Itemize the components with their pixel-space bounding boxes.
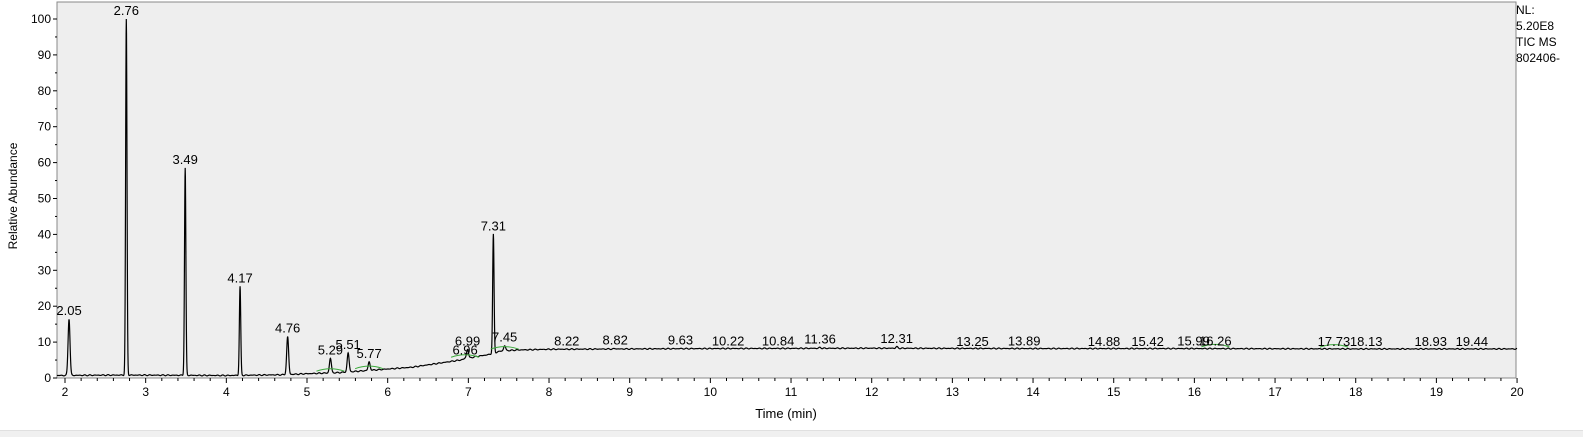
integration-mark [1201, 343, 1230, 348]
x-tick-label: 19 [1430, 385, 1444, 399]
x-tick-label: 9 [626, 385, 633, 399]
file-name: 802406- [1516, 51, 1561, 65]
nl-label: NL: [1516, 3, 1535, 17]
peak-label: 7.45 [492, 330, 517, 345]
y-tick-label: 100 [31, 12, 51, 26]
x-tick-label: 15 [1107, 385, 1121, 399]
x-axis-label: Time (min) [755, 406, 817, 421]
peak-label: 10.22 [712, 333, 745, 348]
x-tick-label: 10 [704, 385, 718, 399]
scan-filter: TIC MS [1516, 35, 1557, 49]
x-tick-label: 6 [384, 385, 391, 399]
peak-label: 17.73 [1318, 334, 1351, 349]
x-tick-label: 2 [62, 385, 69, 399]
x-tick-label: 4 [223, 385, 230, 399]
peak-label: 6.99 [455, 333, 480, 348]
peak-label: 16.26 [1199, 333, 1232, 348]
peak-label: 4.76 [275, 321, 300, 336]
plot-area [56, 1, 1517, 379]
peak-label: 7.31 [481, 218, 506, 233]
peak-label: 9.63 [668, 333, 693, 348]
peak-label: 10.84 [762, 333, 795, 348]
peak-label: 13.89 [1008, 333, 1041, 348]
x-tick-label: 3 [142, 385, 149, 399]
integration-mark [316, 368, 345, 372]
peak-label: 2.76 [114, 3, 139, 18]
y-axis-label: Relative Abundance [6, 142, 20, 249]
peak-label: 5.29 [318, 342, 343, 357]
x-tick-label: 17 [1268, 385, 1282, 399]
peak-label: 12.31 [880, 331, 913, 346]
nl-value: 5.20E8 [1516, 19, 1555, 33]
peak-label: 5.51 [335, 337, 360, 352]
peak-label: 15.42 [1131, 334, 1164, 349]
integration-mark [1319, 344, 1349, 348]
window-bottom-strip [0, 430, 1583, 437]
x-tick-label: 14 [1026, 385, 1040, 399]
y-tick-label: 40 [38, 227, 52, 241]
y-tick-label: 80 [38, 84, 52, 98]
peak-label: 6.96 [452, 342, 477, 357]
y-tick-label: 50 [38, 192, 52, 206]
peak-label: 18.93 [1414, 334, 1447, 349]
y-tick-label: 90 [38, 48, 52, 62]
y-tick-label: 30 [38, 263, 52, 277]
peak-label: 19.44 [1456, 334, 1489, 349]
x-tick-label: 7 [465, 385, 472, 399]
peak-label: 5.77 [356, 346, 381, 361]
x-tick-label: 8 [546, 385, 553, 399]
y-tick-label: 0 [44, 371, 51, 385]
peak-label: 8.22 [554, 333, 579, 348]
peak-label: 8.82 [603, 333, 628, 348]
tic-trace [56, 18, 1518, 377]
x-tick-label: 13 [946, 385, 960, 399]
peak-label: 11.36 [804, 331, 836, 346]
integration-mark [490, 346, 519, 350]
peak-label: 3.49 [173, 152, 198, 167]
peak-label: 15.99 [1177, 333, 1210, 348]
peak-label: 4.17 [227, 270, 252, 285]
x-tick-label: 12 [865, 385, 879, 399]
integration-mark [450, 354, 480, 358]
x-tick-label: 18 [1349, 385, 1363, 399]
x-tick-label: 11 [785, 385, 798, 399]
y-tick-label: 60 [38, 156, 52, 170]
y-tick-label: 10 [38, 335, 52, 349]
scan-info-panel: NL: 5.20E8 TIC MS 802406- [1516, 2, 1560, 66]
peak-label: 13.25 [956, 334, 989, 349]
x-tick-label: 16 [1188, 385, 1202, 399]
peak-label: 14.88 [1088, 334, 1121, 349]
peak-label: 2.05 [56, 303, 81, 318]
x-tick-label: 20 [1510, 385, 1524, 399]
integration-mark [354, 365, 384, 370]
y-tick-label: 20 [38, 299, 52, 313]
peak-label: 18.13 [1350, 334, 1383, 349]
x-tick-label: 5 [304, 385, 311, 399]
y-tick-label: 70 [38, 120, 52, 134]
